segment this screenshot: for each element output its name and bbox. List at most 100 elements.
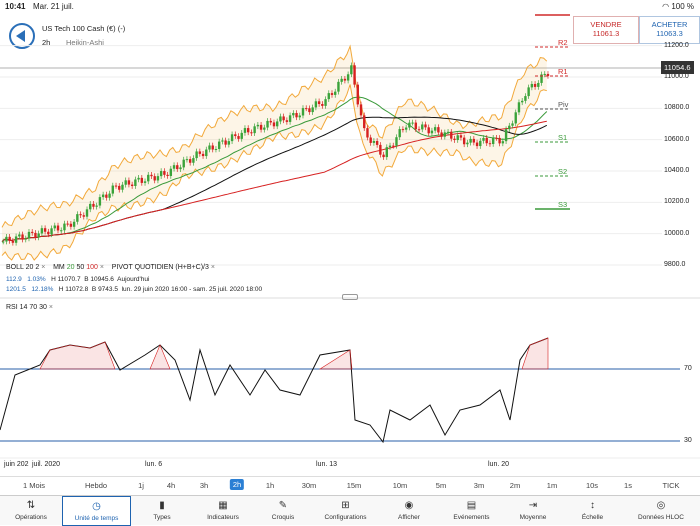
candle-body xyxy=(530,83,534,88)
candle-body xyxy=(217,141,221,149)
pivot-level-label: S2 xyxy=(558,167,568,176)
toolbar-scale-button[interactable]: ↕ Échelle xyxy=(563,496,622,526)
candle-body xyxy=(89,203,92,210)
boll-param-2: 2 xyxy=(35,264,40,271)
timeframe-option-30m[interactable]: 30m xyxy=(301,481,317,490)
candle-body xyxy=(491,137,495,145)
toolbar-hloc-data-button[interactable]: ◎ Données HLOC xyxy=(622,496,700,526)
candle-body xyxy=(14,236,18,243)
candle-body xyxy=(63,223,66,231)
back-button[interactable] xyxy=(9,23,35,49)
candle-body xyxy=(466,142,469,145)
toolbar-indicators-button[interactable]: ▦ Indicateurs xyxy=(193,496,253,526)
timeframe-option-10s[interactable]: 10s xyxy=(585,481,599,490)
toolbar-events-button[interactable]: ▤ Evénements xyxy=(440,496,503,526)
pivot-level-label: Piv xyxy=(558,100,569,109)
timeframe-option-4h[interactable]: 4h xyxy=(166,481,176,490)
candle-body xyxy=(511,123,514,126)
toolbar-chart-types-button[interactable]: ▮ Types xyxy=(131,496,193,526)
mm-label: MM xyxy=(53,264,65,271)
timeframe-option-1j[interactable]: 1j xyxy=(138,481,144,490)
candle-body xyxy=(111,185,114,194)
candle-body xyxy=(221,140,224,142)
candle-body xyxy=(346,74,350,81)
candle-body xyxy=(282,116,285,121)
timeframe-option-hebdo[interactable]: Hebdo xyxy=(84,481,108,490)
status-bar: 10:41 Mar. 21 juil. ◠ 100 % xyxy=(0,0,700,14)
candle-body xyxy=(379,144,382,155)
timeframe-option-1m[interactable]: 1m xyxy=(546,481,558,490)
candle-body xyxy=(250,132,253,134)
timeframe-option-15m[interactable]: 15m xyxy=(346,481,362,490)
candle-body xyxy=(446,131,450,133)
pivot-close-icon[interactable]: × xyxy=(210,264,215,271)
timeframe-option-5m[interactable]: 5m xyxy=(435,481,447,490)
rsi-label: RSI xyxy=(6,304,18,311)
toolbar-display-button[interactable]: ◉ Afficher xyxy=(378,496,440,526)
display-icon: ◉ xyxy=(404,500,414,511)
candle-body xyxy=(18,234,21,237)
boll-close-icon[interactable]: × xyxy=(41,264,46,271)
stats-row-2: 1201.5 12.18% H 11072.8 B 9743.5 lun. 29… xyxy=(6,286,262,293)
candle-body xyxy=(98,197,102,206)
buy-price: 11063.3 xyxy=(656,29,683,38)
stat-change-points: 1201.5 xyxy=(6,286,26,293)
toolbar-label: Configurations xyxy=(324,514,367,521)
candle-body xyxy=(127,180,131,185)
chart-types-icon: ▮ xyxy=(159,500,165,511)
price-chart[interactable] xyxy=(0,0,700,476)
rsi-close-icon[interactable]: × xyxy=(48,304,53,311)
timeframe-option-1h[interactable]: 1h xyxy=(265,481,275,490)
candle-body xyxy=(163,171,166,175)
sell-button[interactable]: VENDRE 11061.3 xyxy=(573,16,639,44)
candle-body xyxy=(495,137,498,139)
candle-body xyxy=(482,137,485,141)
candle-body xyxy=(159,171,163,177)
candle-body xyxy=(195,151,198,159)
toolbar-label: Unité de temps xyxy=(74,515,119,522)
candle-body xyxy=(485,137,488,144)
rsi-legend[interactable]: RSI 14 70 30 × xyxy=(6,304,53,311)
candle-body xyxy=(253,126,256,134)
toolbar-timeframe-button[interactable]: ◷ Unité de temps xyxy=(62,496,131,526)
battery-level: 100 % xyxy=(671,2,694,11)
candle-body xyxy=(40,228,44,234)
candle-body xyxy=(246,128,250,133)
timeframe-option-3m[interactable]: 3m xyxy=(473,481,485,490)
timeframe-option-tick[interactable]: TICK xyxy=(662,481,680,490)
rsi-overbought-area xyxy=(318,349,353,370)
timeframe-option-10m[interactable]: 10m xyxy=(392,481,408,490)
candle-body xyxy=(114,185,118,187)
candle-body xyxy=(546,73,550,76)
toolbar-label: Moyenne xyxy=(519,514,547,521)
timeframe-option-2m[interactable]: 2m xyxy=(509,481,521,490)
candle-body xyxy=(540,74,543,83)
candle-body xyxy=(201,153,205,157)
mm-close-icon[interactable]: × xyxy=(99,264,104,271)
timeframe-option-1mois[interactable]: 1 Mois xyxy=(22,481,46,490)
timeframe-option-3h[interactable]: 3h xyxy=(199,481,209,490)
candle-body xyxy=(524,96,527,101)
toolbar-drawings-button[interactable]: ✎ Croquis xyxy=(253,496,313,526)
candle-body xyxy=(279,116,282,122)
candle-body xyxy=(327,93,330,100)
candle-body xyxy=(498,137,501,144)
indicator-legend[interactable]: BOLL 20 2 × MM 20 50 100 × PIVOT QUOTIDI… xyxy=(6,264,215,271)
panel-resize-handle[interactable] xyxy=(342,294,358,300)
mm-100: 100 xyxy=(86,264,98,271)
toolbar-label: Afficher xyxy=(398,514,420,521)
candle-body xyxy=(237,136,240,139)
events-icon: ▤ xyxy=(466,500,477,511)
price-tick-label: 10200.0 xyxy=(664,198,690,206)
candle-body xyxy=(398,129,401,138)
candle-body xyxy=(105,194,108,198)
toolbar-configurations-button[interactable]: ⊞ Configurations xyxy=(313,496,378,526)
toolbar-average-button[interactable]: ⇥ Moyenne xyxy=(503,496,563,526)
toolbar-operations-button[interactable]: ⇅ Opérations xyxy=(0,496,62,526)
candle-body xyxy=(353,65,356,85)
candle-body xyxy=(234,134,237,137)
candle-body xyxy=(430,130,434,134)
candle-body xyxy=(450,131,453,139)
timeframe-option-1s[interactable]: 1s xyxy=(624,481,632,490)
timeframe-option-2h[interactable]: 2h xyxy=(229,479,245,490)
